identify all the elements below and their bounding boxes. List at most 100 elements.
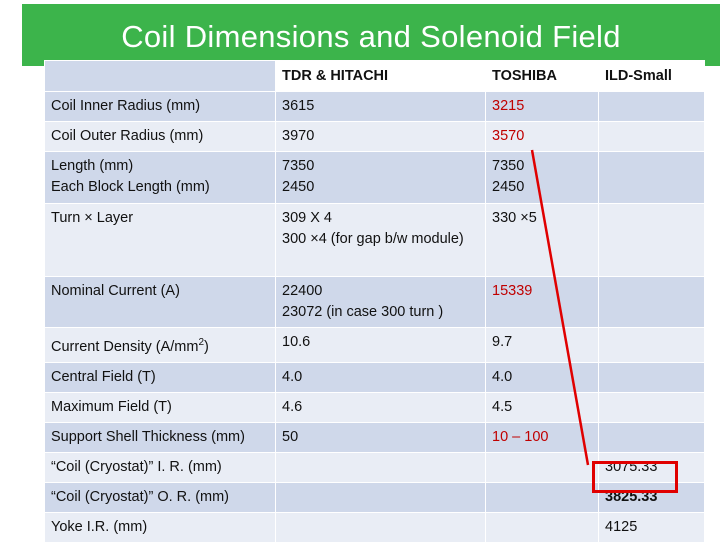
- cell-value: 4.0: [282, 368, 303, 385]
- row-label-cell: Yoke I.R. (mm): [44, 511, 276, 543]
- row-label-cell: Central Field (T): [44, 361, 276, 393]
- value-cell-toshiba: 3570: [485, 121, 599, 152]
- row-label-cell: Length (mm) Each Block Length (mm): [44, 151, 276, 204]
- table-row: Central Field (T) 4.0 4.0: [44, 361, 705, 393]
- row-label-cell: Nominal Current (A): [44, 276, 276, 328]
- value-cell-tdr: 10.6: [275, 327, 486, 363]
- cell-value: 3570: [492, 128, 525, 144]
- table-row: “Coil (Cryostat)” I. R. (mm) 3075.33: [44, 451, 705, 483]
- header-cell-empty: [44, 60, 276, 92]
- table-row: Nominal Current (A) 22400 23072 (in case 3…: [44, 276, 705, 328]
- row-label: Yoke I.R. (mm): [51, 518, 148, 535]
- value-cell-ild: [598, 121, 705, 152]
- table-row: Length (mm) Each Block Length (mm) 7350 245…: [44, 151, 705, 204]
- cell-value: 330 ×5: [492, 210, 537, 226]
- value-cell-toshiba: [485, 511, 599, 543]
- value-cell-toshiba: 3215: [485, 91, 599, 122]
- value-cell-ild: [598, 361, 705, 393]
- value-cell-toshiba: [485, 481, 599, 513]
- value-cell-tdr: 3970: [275, 121, 486, 152]
- table-row: Support Shell Thickness (mm) 50 10 – 100: [44, 421, 705, 453]
- value-cell-ild: 4125: [598, 511, 705, 543]
- slide-title: Coil Dimensions and Solenoid Field: [121, 19, 621, 54]
- cell-value: 4125: [605, 518, 638, 535]
- cell-value: 4.0: [492, 368, 513, 385]
- highlight-box: [592, 461, 678, 493]
- value-cell-toshiba: 330 ×5: [485, 203, 599, 277]
- value-cell-ild: [598, 327, 705, 363]
- row-label: Maximum Field (T): [51, 398, 172, 415]
- value-cell-toshiba: 10 – 100: [485, 421, 599, 453]
- column-header: TDR & HITACHI: [275, 60, 486, 92]
- row-label-cell: Maximum Field (T): [44, 391, 276, 423]
- value-cell-tdr: 309 X 4 300 ×4 (for gap b/w module): [275, 203, 486, 277]
- cell-value: 50: [282, 428, 299, 445]
- coil-dimensions-table: TDR & HITACHI TOSHIBA ILD-Small Coil Inner …: [44, 60, 705, 543]
- table-row: Yoke I.R. (mm) 4125: [44, 511, 705, 543]
- row-label: Each Block Length (mm): [51, 179, 210, 195]
- table-row: Current Density (A/mm2) 10.6 9.7: [44, 327, 705, 363]
- value-cell-tdr: 7350 2450: [275, 151, 486, 204]
- value-cell-ild: [598, 391, 705, 423]
- value-cell-toshiba: 9.7: [485, 327, 599, 363]
- value-cell-ild: [598, 91, 705, 122]
- slide-title-bar: Coil Dimensions and Solenoid Field: [22, 4, 720, 66]
- cell-value: 4.5: [492, 398, 513, 415]
- cell-value: 23072 (in case 300 turn ): [282, 304, 444, 320]
- row-label: Current Density (A/mm2): [51, 337, 209, 355]
- cell-value: 7350: [492, 158, 525, 174]
- row-label: Nominal Current (A): [51, 283, 180, 299]
- table-row: Turn × Layer 309 X 4 300 ×4 (for gap b/w m…: [44, 203, 705, 277]
- value-cell-ild: [598, 203, 705, 277]
- cell-value: 309 X 4: [282, 210, 332, 226]
- value-cell-tdr: 50: [275, 421, 486, 453]
- cell-value: 9.7: [492, 334, 513, 350]
- value-cell-tdr: 4.0: [275, 361, 486, 393]
- cell-value: 15339: [492, 283, 533, 299]
- row-label-cell: “Coil (Cryostat)” I. R. (mm): [44, 451, 276, 483]
- value-cell-ild: [598, 421, 705, 453]
- cell-value: 22400: [282, 283, 323, 299]
- row-label-cell: Coil Inner Radius (mm): [44, 91, 276, 122]
- cell-value: 2450: [282, 179, 315, 195]
- table-row: Maximum Field (T) 4.6 4.5: [44, 391, 705, 423]
- cell-value: 3215: [492, 98, 525, 114]
- column-header: TOSHIBA: [485, 60, 599, 92]
- value-cell-toshiba: 15339: [485, 276, 599, 328]
- row-label: Coil Outer Radius (mm): [51, 128, 204, 144]
- row-label: Length (mm): [51, 158, 134, 174]
- row-label: Turn × Layer: [51, 210, 134, 226]
- row-label-cell: Coil Outer Radius (mm): [44, 121, 276, 152]
- cell-value: 7350: [282, 158, 315, 174]
- value-cell-tdr: [275, 481, 486, 513]
- row-label: Central Field (T): [51, 368, 156, 385]
- value-cell-ild: [598, 151, 705, 204]
- value-cell-tdr: [275, 511, 486, 543]
- cell-value: 300 ×4 (for gap b/w module): [282, 231, 464, 247]
- value-cell-toshiba: 4.5: [485, 391, 599, 423]
- cell-value: 10 – 100: [492, 428, 549, 445]
- row-label: “Coil (Cryostat)” I. R. (mm): [51, 458, 222, 475]
- table-row: Coil Outer Radius (mm) 3970 3570: [44, 121, 705, 152]
- row-label: Coil Inner Radius (mm): [51, 98, 201, 114]
- value-cell-tdr: [275, 451, 486, 483]
- value-cell-ild: [598, 276, 705, 328]
- value-cell-toshiba: 4.0: [485, 361, 599, 393]
- cell-value: 4.6: [282, 398, 303, 415]
- row-label-cell: Current Density (A/mm2): [44, 327, 276, 363]
- value-cell-tdr: 3615: [275, 91, 486, 122]
- value-cell-toshiba: 7350 2450: [485, 151, 599, 204]
- row-label: Support Shell Thickness (mm): [51, 428, 245, 445]
- row-label-cell: Support Shell Thickness (mm): [44, 421, 276, 453]
- cell-value: 10.6: [282, 334, 311, 350]
- row-label-cell: “Coil (Cryostat)” O. R. (mm): [44, 481, 276, 513]
- table-header-row: TDR & HITACHI TOSHIBA ILD-Small: [44, 60, 705, 92]
- cell-value: 2450: [492, 179, 525, 195]
- table-row: Coil Inner Radius (mm) 3615 3215: [44, 91, 705, 122]
- cell-value: 3615: [282, 98, 315, 114]
- value-cell-tdr: 4.6: [275, 391, 486, 423]
- value-cell-tdr: 22400 23072 (in case 300 turn ): [275, 276, 486, 328]
- row-label-cell: Turn × Layer: [44, 203, 276, 277]
- cell-value: 3970: [282, 128, 315, 144]
- value-cell-toshiba: [485, 451, 599, 483]
